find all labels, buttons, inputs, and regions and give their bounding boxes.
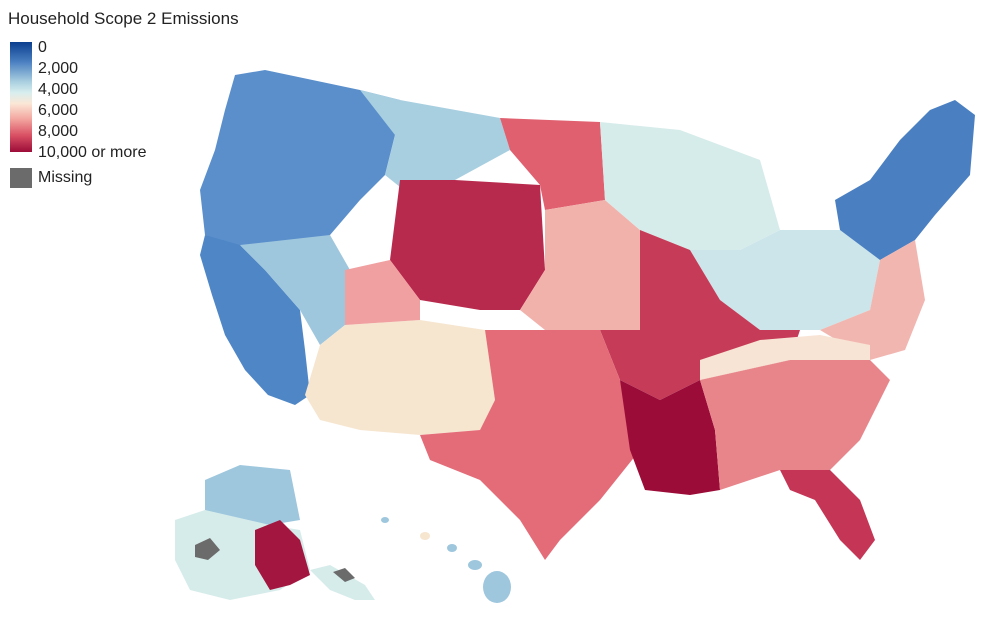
legend-color-ramp (10, 42, 32, 152)
hawaii-islet (381, 517, 389, 523)
contiguous-us (200, 70, 975, 560)
legend-label-2000: 2,000 (38, 60, 79, 77)
legend-label-8000: 8,000 (38, 123, 79, 140)
region-california (200, 235, 310, 405)
alaska (175, 465, 375, 600)
legend-label-6000: 6,000 (38, 102, 79, 119)
region-utah (345, 260, 420, 325)
region-northeast (835, 100, 975, 260)
region-mountain-west (390, 180, 545, 310)
legend-missing-swatch (10, 168, 32, 188)
region-great-basin (240, 235, 350, 345)
hawaii-maui (468, 560, 482, 570)
region-central-plains (520, 200, 640, 330)
region-southeast (700, 360, 890, 490)
region-northern-rockies (360, 90, 510, 195)
region-florida (780, 470, 875, 560)
region-alaska-panhandle (310, 565, 375, 600)
hawaii-oahu (447, 544, 457, 552)
legend-label-10000: 10,000 or more (38, 144, 147, 161)
region-gulf-coast (620, 380, 720, 495)
map-title: Household Scope 2 Emissions (8, 9, 239, 28)
hawaii (381, 517, 511, 603)
region-mid-atlantic (820, 240, 925, 360)
region-alaska-high (255, 520, 310, 590)
region-south-central (420, 330, 640, 560)
region-pacific-northwest (200, 70, 400, 250)
region-northern-plains (500, 118, 605, 210)
region-upper-midwest (600, 122, 780, 250)
region-appalachia (700, 335, 870, 380)
hawaii-big-island (483, 571, 511, 603)
region-alaska-north (205, 465, 300, 525)
legend-label-0: 0 (38, 39, 47, 56)
region-southwest (305, 320, 495, 435)
legend-missing-label: Missing (38, 169, 93, 186)
hawaii-kauai (420, 532, 430, 540)
legend-label-4000: 4,000 (38, 81, 79, 98)
region-ohio-valley (690, 230, 880, 330)
region-alaska-missing (195, 538, 220, 560)
region-alaska-panhandle-missing (333, 568, 355, 582)
